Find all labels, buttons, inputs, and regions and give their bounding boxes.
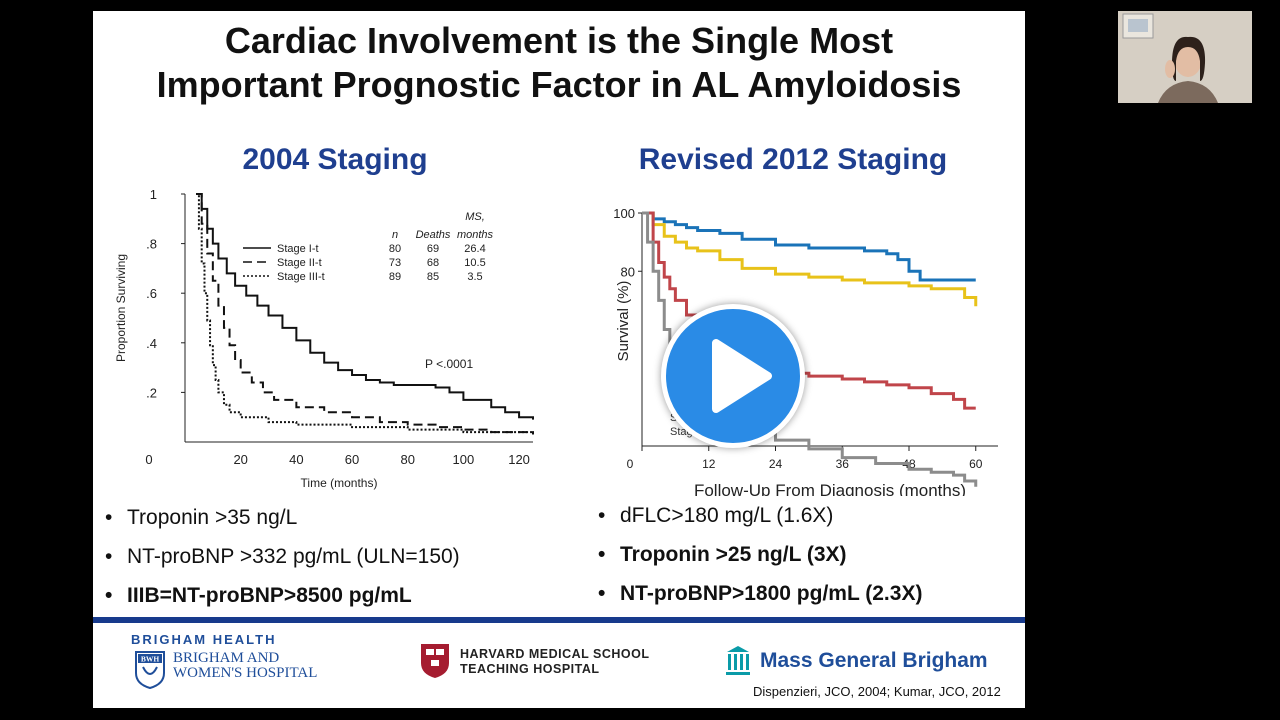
legend-label: Stage I-t <box>277 243 319 255</box>
y-axis-label: Survival (%) <box>615 281 632 362</box>
legend-ms: 10.5 <box>464 257 485 269</box>
kaplan-meier-chart-2004: 1 .8 .6 .4 .2 0 20 40 60 80 100 120 Time (months) Pro… <box>114 187 534 490</box>
right-bullets: dFLC>180 mg/L (1.6X) Troponin >25 ng/L (… <box>598 501 922 618</box>
legend-deaths: 85 <box>427 271 439 283</box>
legend-ms: 3.5 <box>467 271 482 283</box>
x-tick-label: 36 <box>836 457 850 471</box>
svg-text:BWH: BWH <box>141 655 160 664</box>
y-tick-label: .2 <box>146 385 157 400</box>
y-tick-label: .4 <box>146 336 157 351</box>
x-tick-label: 12 <box>702 457 716 471</box>
right-heading: Revised 2012 Staging <box>638 143 948 176</box>
survival-curve-stage-iii-t <box>196 193 534 435</box>
left-bullet-1: Troponin >35 ng/L <box>105 503 460 542</box>
bwh-shield-icon: BWH <box>135 651 165 689</box>
harvard-shield-icon <box>421 644 449 678</box>
right-bullet-2: Troponin >25 ng/L (3X) <box>598 540 922 579</box>
right-bullet-3: NT-proBNP>1800 pg/mL (2.3X) <box>598 579 922 618</box>
x-axis-label: Time (months) <box>301 476 378 490</box>
mgb-name: Mass General Brigham <box>760 649 988 672</box>
footer-divider <box>93 617 1025 623</box>
x-tick-label: 60 <box>969 457 983 471</box>
survival-curve-stage-ii-t <box>196 193 534 435</box>
y-tick-label: 1 <box>150 187 157 202</box>
play-button[interactable] <box>661 304 805 448</box>
bwh-name: BRIGHAM AND WOMEN'S HOSPITAL <box>173 651 317 681</box>
legend-header-months: months <box>457 229 494 241</box>
y-tick-label: .8 <box>146 237 157 252</box>
x-tick-label: 0 <box>145 452 152 467</box>
legend-header-n: n <box>392 229 398 241</box>
left-bullets: Troponin >35 ng/L NT-proBNP >332 pg/mL (… <box>105 503 460 620</box>
right-bullet-1: dFLC>180 mg/L (1.6X) <box>598 501 922 540</box>
legend-n: 80 <box>389 243 401 255</box>
title-line-1: Cardiac Involvement is the Single Most <box>224 20 894 61</box>
mgb-logo-icon <box>726 646 750 675</box>
x-axis-label: Follow-Up From Diagnosis (months) <box>694 481 966 496</box>
y-tick-label: .6 <box>146 286 157 301</box>
y-axis-label: Proportion Surviving <box>114 254 128 362</box>
left-heading: 2004 Staging <box>242 143 428 176</box>
title-line-2: Important Prognostic Factor in AL Amyloi… <box>156 64 962 105</box>
x-tick-label: 100 <box>453 452 475 467</box>
x-tick-label: 120 <box>508 452 530 467</box>
legend-n: 73 <box>389 257 401 269</box>
x-tick-label: 40 <box>289 452 303 467</box>
x-tick-label: 24 <box>769 457 783 471</box>
survival-curve-stage-2 <box>642 211 978 307</box>
legend-n: 89 <box>389 271 401 283</box>
x-tick-label: 80 <box>400 452 414 467</box>
survival-curve-stage-i-t <box>196 193 534 420</box>
bwh-line-1: BRIGHAM AND <box>173 650 280 666</box>
bwh-line-2: WOMEN'S HOSPITAL <box>173 665 318 681</box>
y-tick-label: 100 <box>613 206 635 221</box>
legend-label: Stage II-t <box>277 257 322 269</box>
harvard-name: HARVARD MEDICAL SCHOOL TEACHING HOSPITAL <box>460 647 649 677</box>
y-tick-label: 80 <box>621 264 635 279</box>
left-bullet-3: IIIB=NT-proBNP>8500 pg/mL <box>105 581 460 620</box>
left-bullet-2: NT-proBNP >332 pg/mL (ULN=150) <box>105 542 460 581</box>
p-value-annotation: P <.0001 <box>425 357 473 371</box>
survival-curve-stage-1 <box>642 211 976 282</box>
legend-deaths: 69 <box>427 243 439 255</box>
slide: Cardiac Involvement is the Single Most I… <box>93 11 1025 708</box>
slide-title: Cardiac Involvement is the Single Most I… <box>93 19 1025 107</box>
legend-header-ms: MS, <box>465 211 485 223</box>
legend-ms: 26.4 <box>464 243 485 255</box>
webcam-presenter <box>1118 11 1252 103</box>
legend-deaths: 68 <box>427 257 439 269</box>
hms-line-1: HARVARD MEDICAL SCHOOL <box>460 647 650 661</box>
hms-line-2: TEACHING HOSPITAL <box>460 662 600 676</box>
play-icon <box>712 339 772 413</box>
brigham-health-label: BRIGHAM HEALTH <box>131 632 277 647</box>
legend-header-deaths: Deaths <box>416 229 451 241</box>
x-tick-label: 20 <box>233 452 247 467</box>
x-tick-label: 0 <box>627 457 634 471</box>
legend-label: Stage III-t <box>277 271 325 283</box>
x-tick-label: 60 <box>345 452 359 467</box>
citation: Dispenzieri, JCO, 2004; Kumar, JCO, 2012 <box>753 684 1001 699</box>
webcam-video-feed <box>1118 11 1252 103</box>
